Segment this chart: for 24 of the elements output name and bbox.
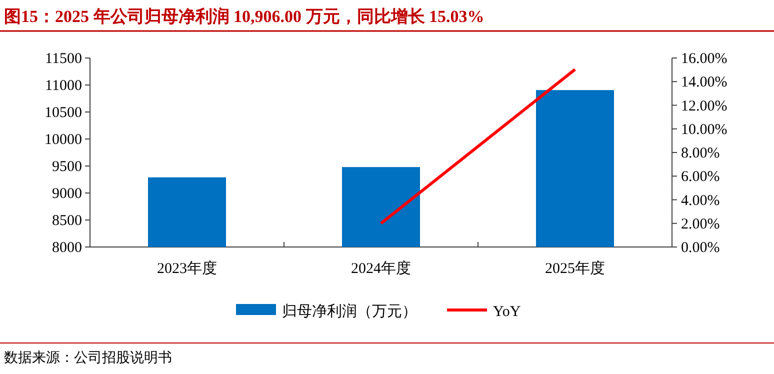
y2-tick-label: 12.00% [681,98,728,114]
y2-tick-label: 14.00% [681,74,728,91]
y-tick-label: 8500 [52,213,82,229]
x-tick-label: 2025年度 [545,260,605,277]
y-tick-label: 8000 [52,240,82,256]
x-tick-label: 2024年度 [351,260,411,277]
y2-tick-label: 2.00% [681,216,720,232]
legend-label: 归母净利润（万元） [282,303,417,320]
legend-label: YoY [493,304,521,320]
x-tick-label: 2023年度 [157,260,217,277]
y2-tick-label: 4.00% [681,192,720,209]
y-tick-label: 10000 [44,132,82,148]
chart-title: 图15：2025 年公司归母净利润 10,906.00 万元，同比增长 15.03% [4,7,484,26]
y-tick-label: 11000 [45,78,82,94]
source-note: 数据来源：公司招股说明书 [4,350,172,366]
y2-tick-label: 6.00% [681,169,720,186]
y2-tick-label: 16.00% [681,51,728,67]
y2-tick-label: 0.00% [681,240,720,256]
y-tick-label: 10500 [44,105,82,121]
y2-tick-label: 10.00% [681,122,728,138]
y-tick-label: 9000 [52,186,82,202]
y2-tick-label: 8.00% [681,146,720,162]
y-tick-label: 11500 [45,51,82,67]
y-tick-label: 9500 [52,159,82,175]
